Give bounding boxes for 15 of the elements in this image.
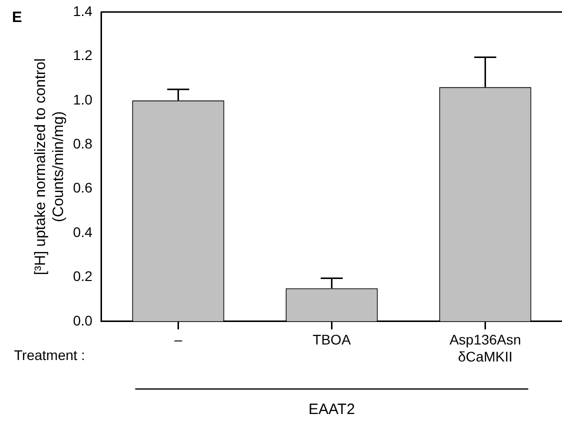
y-tick-label: 1.2 xyxy=(72,47,93,64)
y-tick-label: 0.0 xyxy=(72,312,93,328)
y-tick-label: 0.8 xyxy=(72,135,93,152)
y-tick-label: 0.2 xyxy=(72,268,93,284)
x-tick-label: Asp136Asn δCaMKII xyxy=(449,332,522,364)
x-tick-label: – xyxy=(174,332,182,348)
text: E xyxy=(12,9,22,26)
x-tick-label: TBOA xyxy=(312,332,352,348)
text: Treatment : xyxy=(14,347,86,363)
y-tick-label: 1.4 xyxy=(72,2,93,19)
text: EAAT2 xyxy=(308,401,355,418)
y-tick-label: 0.6 xyxy=(72,180,93,196)
y-tick-label: 0.4 xyxy=(72,224,93,240)
y-axis-title: [³H] uptake normalized to control (Counts/min/mg) xyxy=(32,58,68,276)
y-tick-label: 1.0 xyxy=(72,91,93,108)
